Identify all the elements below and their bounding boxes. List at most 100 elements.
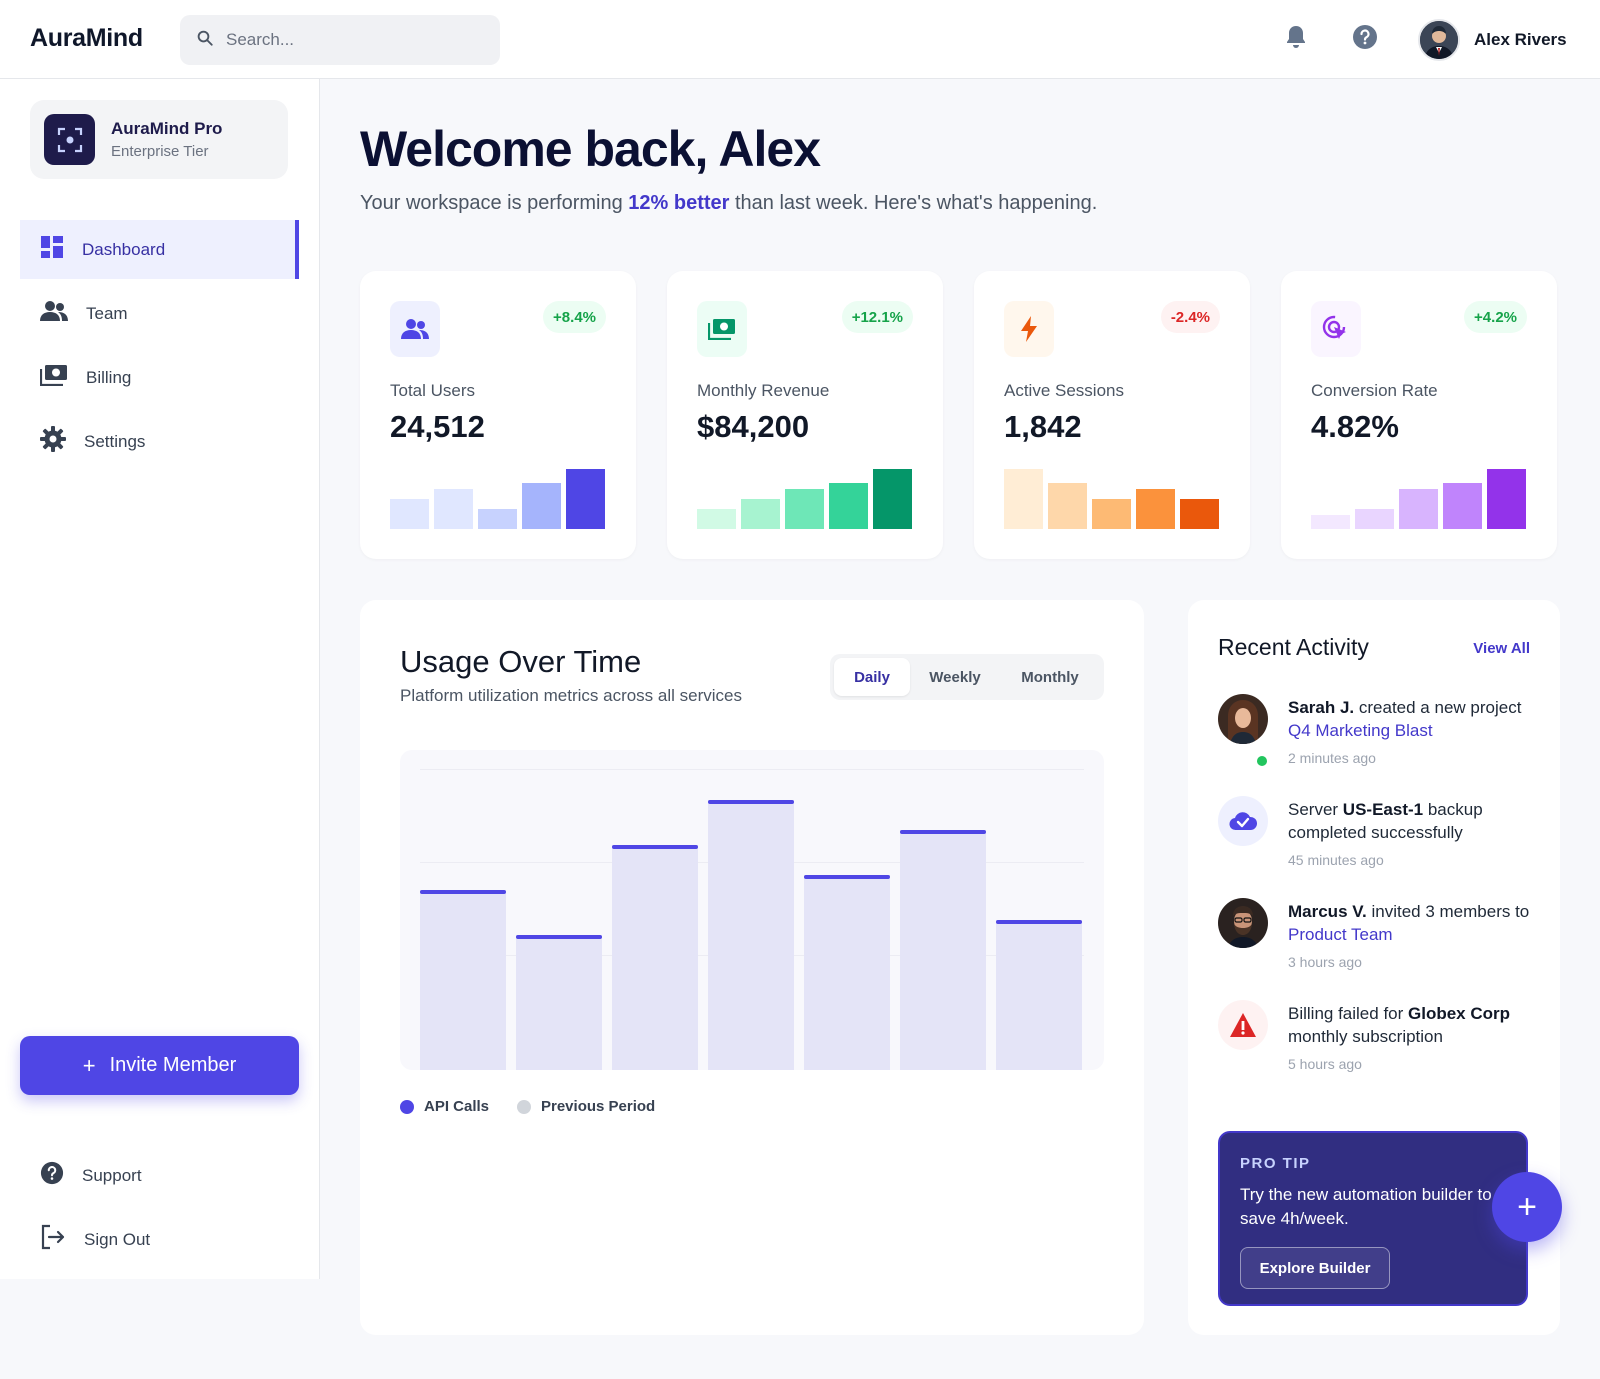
stat-card-total-users[interactable]: +8.4% Total Users 24,512 bbox=[360, 271, 636, 559]
search-input[interactable] bbox=[226, 30, 476, 50]
sidebar-item-dashboard[interactable]: Dashboard bbox=[20, 220, 299, 279]
stat-value: 24,512 bbox=[390, 409, 485, 444]
stat-card-monthly-revenue[interactable]: +12.1% Monthly Revenue $84,200 bbox=[667, 271, 943, 559]
usage-bar-cap bbox=[804, 875, 890, 879]
sparkline-bar bbox=[522, 483, 561, 529]
billing-icon bbox=[39, 364, 68, 391]
sidebar-item-label: Settings bbox=[84, 431, 146, 451]
bell-icon[interactable] bbox=[1281, 22, 1311, 52]
usage-bar[interactable] bbox=[804, 875, 890, 1070]
legend-previous-period: Previous Period bbox=[517, 1098, 655, 1115]
plan-tier: Enterprise Tier bbox=[111, 143, 209, 160]
stat-label: Monthly Revenue bbox=[697, 381, 830, 400]
usage-bar-cap bbox=[612, 845, 698, 849]
sidebar-item-team[interactable]: Team bbox=[20, 284, 299, 343]
stat-value: 4.82% bbox=[1311, 409, 1399, 444]
usage-bar[interactable] bbox=[516, 935, 602, 1070]
plus-icon: + bbox=[1517, 1187, 1537, 1226]
tip-text: Try the new automation builder to save 4… bbox=[1240, 1185, 1492, 1228]
user-avatar[interactable] bbox=[1418, 19, 1460, 61]
sparkline-bar bbox=[1048, 483, 1087, 529]
sparkline-bar bbox=[829, 483, 868, 529]
usage-bar[interactable] bbox=[996, 920, 1082, 1070]
avatar bbox=[1218, 898, 1268, 948]
usage-bar-cap bbox=[708, 800, 794, 804]
performance-highlight: 12% better bbox=[628, 192, 730, 214]
activity-time: 45 minutes ago bbox=[1288, 852, 1384, 868]
user-name[interactable]: Alex Rivers bbox=[1474, 30, 1567, 49]
team-link[interactable]: Product Team bbox=[1288, 925, 1393, 944]
sparkline bbox=[1311, 469, 1527, 529]
invite-member-label: Invite Member bbox=[109, 1054, 237, 1076]
sparkline-bar bbox=[390, 499, 429, 529]
sidebar-item-billing[interactable]: Billing bbox=[20, 348, 299, 407]
help-icon bbox=[40, 1161, 64, 1190]
legend-dot bbox=[400, 1099, 414, 1114]
project-link[interactable]: Q4 Marketing Blast bbox=[1288, 721, 1433, 740]
change-badge: +4.2% bbox=[1464, 301, 1527, 333]
focus-icon bbox=[44, 114, 95, 165]
sidebar-item-label: Billing bbox=[86, 367, 132, 387]
page-subtitle: Your workspace is performing 12% better … bbox=[360, 192, 1098, 214]
users-icon bbox=[390, 301, 440, 357]
stat-card-active-sessions[interactable]: -2.4% Active Sessions 1,842 bbox=[974, 271, 1250, 559]
activity-time: 2 minutes ago bbox=[1288, 750, 1376, 766]
floating-add-button[interactable]: + bbox=[1492, 1172, 1562, 1242]
usage-chart bbox=[400, 750, 1104, 1070]
sparkline-bar bbox=[741, 499, 780, 529]
plan-name: AuraMind Pro bbox=[111, 119, 223, 138]
sparkline-bar bbox=[1443, 483, 1482, 529]
explore-builder-button[interactable]: Explore Builder bbox=[1240, 1247, 1390, 1289]
activity-title: Recent Activity bbox=[1218, 634, 1369, 660]
tab-monthly[interactable]: Monthly bbox=[1021, 668, 1079, 686]
help-icon[interactable] bbox=[1350, 22, 1380, 52]
activity-text: Sarah J. created a new project Q4 Market… bbox=[1288, 698, 1522, 740]
warning-icon bbox=[1218, 1000, 1268, 1050]
sparkline-bar bbox=[1487, 469, 1526, 529]
sparkline-bar bbox=[1180, 499, 1219, 529]
usage-card: Usage Over Time Platform utilization met… bbox=[360, 600, 1144, 1335]
sparkline bbox=[1004, 469, 1220, 529]
usage-bar[interactable] bbox=[612, 845, 698, 1070]
pro-tip-card: PRO TIP Try the new automation builder t… bbox=[1218, 1131, 1528, 1306]
view-all-link[interactable]: View All bbox=[1473, 640, 1530, 657]
sidebar-item-label: Support bbox=[82, 1165, 142, 1185]
period-toggle: Daily Weekly Monthly bbox=[830, 654, 1104, 700]
stat-label: Total Users bbox=[390, 381, 476, 400]
app-logo[interactable]: AuraMind bbox=[30, 24, 143, 52]
sidebar-item-label: Dashboard bbox=[82, 239, 166, 259]
sparkline-bar bbox=[785, 489, 824, 529]
legend-label: API Calls bbox=[424, 1098, 490, 1115]
sidebar-item-sign-out[interactable]: Sign Out bbox=[20, 1210, 299, 1269]
stat-card-conversion-rate[interactable]: +4.2% Conversion Rate 4.82% bbox=[1281, 271, 1557, 559]
cursor-click-icon bbox=[1311, 301, 1361, 357]
legend-label: Previous Period bbox=[541, 1098, 656, 1115]
legend-dot bbox=[517, 1099, 531, 1114]
invite-member-button[interactable]: + Invite Member bbox=[20, 1036, 299, 1095]
usage-bar[interactable] bbox=[708, 800, 794, 1070]
usage-bar-cap bbox=[516, 935, 602, 939]
sparkline-bar bbox=[1399, 489, 1438, 529]
activity-text: Billing failed for Globex Corp monthly s… bbox=[1288, 1004, 1511, 1046]
page-title: Welcome back, Alex bbox=[360, 121, 821, 177]
change-badge: +12.1% bbox=[841, 301, 913, 333]
sparkline-bar bbox=[1311, 515, 1350, 529]
sparkline-bar bbox=[478, 509, 517, 529]
online-status-dot bbox=[1255, 754, 1269, 768]
search-icon bbox=[196, 29, 214, 52]
cloud-check-icon bbox=[1218, 796, 1268, 846]
usage-bar[interactable] bbox=[900, 830, 986, 1070]
gridline bbox=[420, 769, 1084, 770]
usage-bar-cap bbox=[420, 890, 506, 894]
usage-bar[interactable] bbox=[420, 890, 506, 1070]
tab-weekly[interactable]: Weekly bbox=[929, 668, 981, 686]
sparkline-bar bbox=[1004, 469, 1043, 529]
tab-daily[interactable]: Daily bbox=[834, 658, 910, 696]
sidebar-item-support[interactable]: Support bbox=[20, 1146, 299, 1205]
usage-bar-cap bbox=[900, 830, 986, 834]
avatar bbox=[1218, 694, 1268, 744]
sidebar-item-settings[interactable]: Settings bbox=[20, 412, 299, 471]
money-icon bbox=[697, 301, 747, 357]
search-box[interactable] bbox=[180, 15, 500, 65]
plan-card[interactable]: AuraMind Pro Enterprise Tier bbox=[30, 100, 288, 179]
